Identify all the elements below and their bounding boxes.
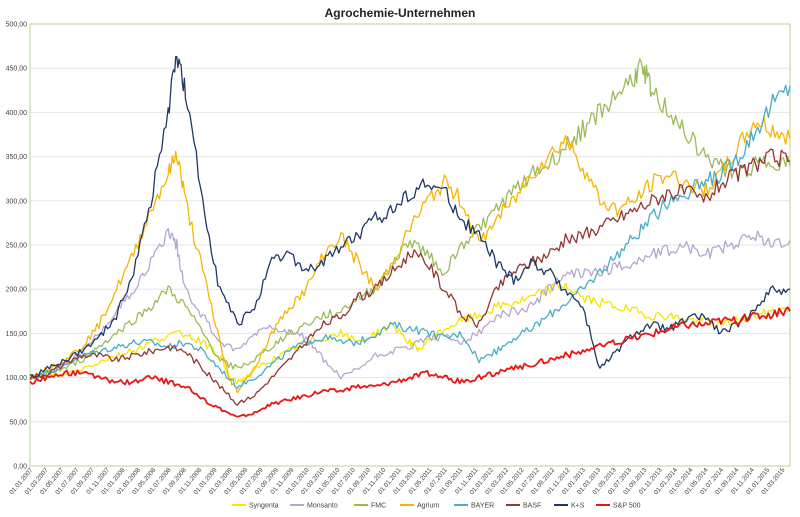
legend-label: BAYER [471, 503, 494, 510]
y-tick-label: 500,00 [6, 22, 28, 29]
legend: Syngenta Monsanto FMC Agrium BAYER BASF K+S S&P… [232, 503, 641, 510]
chart-title: Agrochemie-Unternehmen [325, 6, 476, 20]
y-tick-label: 450,00 [6, 66, 28, 73]
y-tick-label: 350,00 [6, 154, 28, 161]
plot-area-border [29, 23, 791, 467]
series-line-s-p-500 [29, 306, 791, 418]
legend-label: BASF [523, 503, 541, 510]
series-layer [29, 56, 791, 418]
y-tick-label: 250,00 [6, 243, 28, 250]
legend-label: K+S [571, 503, 585, 510]
series-line-bayer [29, 84, 791, 390]
y-tick-label: 100,00 [6, 375, 28, 382]
y-tick-label: 50,00 [9, 419, 27, 426]
y-axis-ticks: 0,00 50,00 100,00 150,00 200,00 250,00 300,00 3… [6, 22, 28, 471]
series-line-syngenta [29, 281, 791, 384]
y-tick-label: 200,00 [6, 287, 28, 294]
series-line-basf [29, 148, 791, 406]
legend-label: Agrium [417, 503, 439, 510]
series-line-fmc [29, 58, 791, 380]
y-tick-label: 0,00 [13, 464, 27, 471]
y-tick-label: 300,00 [6, 198, 28, 205]
legend-label: FMC [371, 503, 386, 510]
legend-label: Monsanto [307, 503, 338, 510]
legend-label: Syngenta [249, 503, 279, 510]
series-line-monsanto [29, 227, 791, 380]
legend-label: S&P 500 [613, 503, 641, 510]
y-tick-label: 150,00 [6, 331, 28, 338]
y-tick-label: 400,00 [6, 110, 28, 117]
series-line-agrium [29, 116, 791, 394]
